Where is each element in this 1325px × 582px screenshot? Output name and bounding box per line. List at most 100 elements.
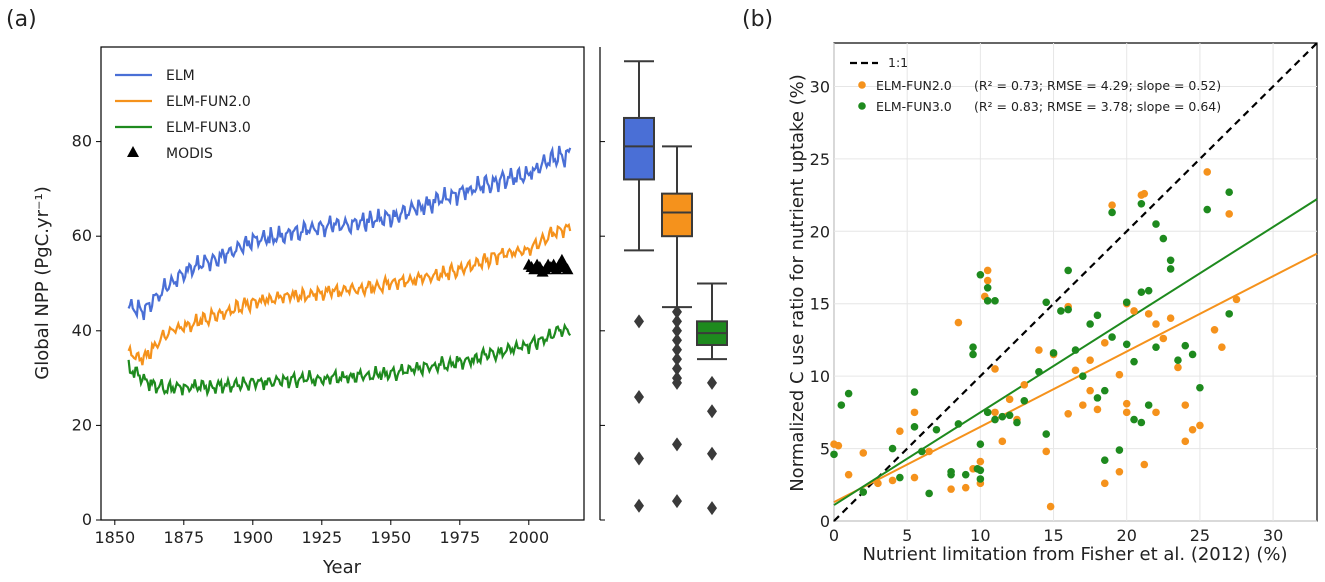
outlier-diamond: [634, 498, 644, 513]
scatter-point-elm-fun3-0: [1152, 220, 1160, 228]
outlier-diamond: [634, 451, 644, 466]
scatter-point-elm-fun3-0: [910, 423, 919, 431]
x-tick-label: 1950: [370, 528, 411, 547]
scatter-point-elm-fun3-0: [1196, 383, 1204, 392]
scatter-point-elm-fun3-0: [888, 444, 897, 453]
scatter-point-elm-fun2-0: [834, 441, 843, 450]
scatter-point-elm-fun3-0: [947, 467, 955, 476]
scatter-point-elm-fun2-0: [1086, 356, 1094, 365]
scatter-point-elm-fun3-0: [1152, 343, 1160, 351]
scatter-point-elm-fun2-0: [961, 483, 970, 492]
scatter-point-elm-fun2-0: [1232, 295, 1241, 304]
legend-label: 1:1: [888, 55, 908, 70]
y-tick-label: 10: [810, 367, 830, 386]
scatter-point-elm-fun2-0: [1140, 460, 1149, 469]
scatter-point-elm-fun2-0: [954, 318, 963, 327]
scatter-point-elm-fun3-0: [991, 297, 999, 305]
scatter-point-elm-fun3-0: [1122, 340, 1131, 349]
scatter-point-elm-fun3-0: [925, 489, 933, 498]
scatter-point-elm-fun3-0: [1137, 199, 1146, 208]
legend-label: ELM: [166, 68, 195, 84]
scatter-point-elm-fun3-0: [1093, 311, 1102, 320]
scatter-point-elm-fun2-0: [1159, 334, 1168, 343]
scatter-point-elm-fun3-0: [1042, 298, 1051, 307]
scatter-point-elm-fun3-0: [969, 343, 977, 351]
panel-b-legend: 1:1 ELM-FUN2.0 (R² = 0.73; RMSE = 4.29; sl…: [850, 55, 1221, 114]
scatter-point-elm-fun2-0: [1020, 381, 1029, 389]
panel-b-x-axis-title: Nutrient limitation from Fisher et al. (…: [862, 544, 1287, 565]
outlier-diamond: [707, 446, 717, 461]
scatter-point-elm-fun2-0: [1196, 421, 1204, 430]
box-iqr: [623, 116, 655, 181]
scatter-point-elm-fun2-0: [1093, 405, 1102, 414]
scatter-point-elm-fun2-0: [983, 276, 992, 285]
x-tick-label: 20: [1117, 526, 1137, 545]
outlier-diamond: [634, 314, 644, 329]
y-tick-label: 20: [72, 415, 92, 434]
scatter-point-elm-fun2-0: [1115, 467, 1124, 476]
scatter-point-elm-fun2-0: [896, 427, 904, 435]
scatter-point-elm-fun3-0: [1144, 286, 1153, 295]
scatter-point-elm-fun2-0: [925, 447, 933, 456]
scatter-point-elm-fun2-0: [1130, 307, 1138, 315]
scatter-point-elm-fun3-0: [969, 350, 977, 359]
scatter-point-elm-fun3-0: [1086, 320, 1094, 328]
scatter-point-elm-fun3-0: [1005, 411, 1014, 420]
scatter-point-elm-fun2-0: [983, 266, 992, 275]
outlier-diamond: [634, 390, 644, 405]
legend-marker: [858, 81, 866, 89]
scatter-point-elm-fun2-0: [1100, 339, 1109, 347]
scatter-point-elm-fun3-0: [961, 470, 970, 479]
scatter-point-elm-fun3-0: [1115, 446, 1124, 454]
outlier-diamond: [707, 501, 717, 516]
panel-b-points: [830, 168, 1241, 511]
panel-b-x-ticks: 0 5 10 15 20 25 30: [829, 526, 1283, 545]
outlier-diamond: [672, 333, 682, 348]
legend-marker: [858, 102, 866, 110]
outlier-diamond: [672, 352, 682, 367]
scatter-point-elm-fun3-0: [1181, 341, 1190, 350]
scatter-point-elm-fun3-0: [1042, 430, 1051, 438]
legend-label: ELM-FUN2.0: [876, 78, 952, 93]
scatter-point-elm-fun2-0: [1035, 346, 1043, 354]
scatter-point-elm-fun2-0: [1140, 189, 1149, 198]
panel-b-y-ticks: 0 5 10 15 20 25 30: [810, 77, 830, 531]
y-tick-label: 30: [810, 77, 830, 96]
scatter-point-elm-fun2-0: [1079, 401, 1087, 409]
scatter-point-elm-fun2-0: [1166, 314, 1175, 323]
panel-b-scatter-chart: 0 5 10 15 20 25 30 0 5 10 15 20 25 30 1:1 ELM-FUN2.0 (…: [787, 42, 1318, 565]
scatter-point-elm-fun3-0: [1188, 350, 1197, 359]
legend-modis-marker: [127, 146, 139, 157]
panel-a-modis-markers: [522, 253, 574, 277]
scatter-point-elm-fun2-0: [1152, 320, 1160, 328]
scatter-point-elm-fun2-0: [947, 485, 955, 493]
scatter-point-elm-fun2-0: [910, 408, 919, 417]
y-tick-label: 40: [72, 321, 92, 340]
scatter-point-elm-fun3-0: [932, 425, 941, 434]
scatter-point-elm-fun2-0: [1005, 395, 1014, 404]
y-tick-label: 15: [810, 295, 830, 314]
scatter-point-elm-fun3-0: [918, 447, 926, 456]
scatter-point-elm-fun2-0: [1100, 479, 1109, 488]
scatter-point-elm-fun2-0: [874, 479, 882, 488]
scatter-point-elm-fun3-0: [1064, 266, 1072, 275]
scatter-point-elm-fun3-0: [1049, 349, 1058, 357]
scatter-point-elm-fun3-0: [1100, 456, 1109, 464]
scatter-point-elm-fun3-0: [1100, 386, 1109, 395]
scatter-point-elm-fun3-0: [1137, 288, 1146, 296]
scatter-point-elm-fun3-0: [1166, 265, 1175, 273]
scatter-point-elm-fun3-0: [1166, 256, 1175, 265]
outlier-diamond: [672, 342, 682, 357]
legend-label: ELM-FUN3.0: [876, 99, 952, 114]
scatter-point-elm-fun2-0: [1122, 408, 1131, 417]
boxplot-panel: [599, 47, 728, 521]
y-tick-label: 80: [72, 132, 92, 151]
scatter-point-elm-fun3-0: [998, 412, 1007, 421]
scatter-point-elm-fun2-0: [1152, 408, 1160, 417]
box-iqr: [661, 192, 693, 238]
scatter-point-elm-fun3-0: [1225, 188, 1233, 196]
scatter-point-elm-fun3-0: [976, 475, 985, 483]
scatter-point-elm-fun2-0: [1108, 201, 1116, 210]
scatter-point-elm-fun3-0: [1057, 307, 1065, 315]
